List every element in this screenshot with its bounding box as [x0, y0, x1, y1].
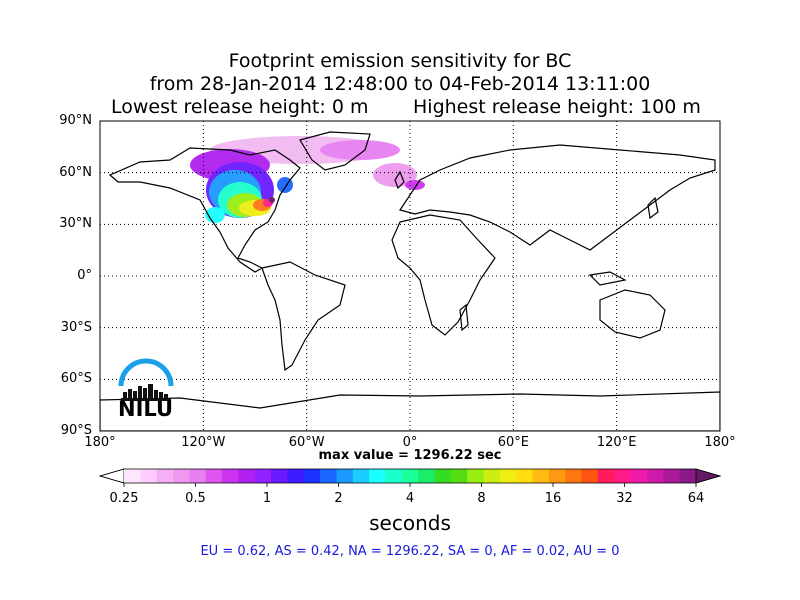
latitude-label: 60°S: [60, 371, 92, 387]
colorbar-label: seconds: [369, 511, 451, 535]
colorbar-cell: [205, 469, 223, 483]
colorbar-cell: [336, 469, 354, 483]
longitude-label: 180°: [84, 435, 116, 450]
colorbar-cell: [663, 469, 681, 483]
latitude-label: 90°N: [59, 113, 92, 128]
colorbar-tick-label: 8: [477, 491, 486, 506]
region-values: EU = 0.62, AS = 0.42, NA = 1296.22, SA =…: [200, 544, 620, 559]
chart-title: Footprint emission sensitivity for BC: [228, 50, 572, 72]
colorbar-cell: [614, 469, 632, 483]
colorbar-tick-label: 0.25: [109, 491, 139, 506]
nilu-logo: [118, 358, 174, 401]
colorbar-tick-label: 16: [544, 491, 562, 506]
colorbar-cell: [254, 469, 272, 483]
longitude-label: 60°E: [497, 435, 529, 450]
colorbar-cell: [287, 469, 305, 483]
colorbar-cell: [516, 469, 534, 483]
colorbar-cell: [467, 469, 485, 483]
colorbar-cell: [385, 469, 403, 483]
colorbar-cell: [369, 469, 386, 483]
coastlines: [100, 131, 720, 431]
colorbar-cell: [222, 469, 239, 483]
colorbar-cell: [238, 469, 256, 483]
colorbar-cell: [173, 469, 190, 483]
latitude-label: 30°N: [59, 216, 92, 232]
colorbar-tick-label: 4: [405, 491, 415, 506]
latitude-label: 30°S: [60, 319, 92, 335]
colorbar-cell: [401, 469, 419, 483]
colorbar-cell: [434, 469, 452, 483]
lowest-release-height: Lowest release height: 0 m: [111, 96, 369, 118]
footprint-plume: [190, 136, 425, 223]
highest-release-height: Highest release height: 100 m: [413, 96, 701, 118]
colorbar-cell: [532, 469, 550, 483]
colorbar-cell: [140, 469, 158, 483]
longitude-label: 120°E: [596, 435, 637, 450]
latitude-label: 60°N: [59, 164, 92, 180]
colorbar-min-extend: [98, 468, 125, 484]
colorbar-tick-label: 0.5: [185, 491, 206, 506]
colorbar-cell: [450, 469, 468, 483]
colorbar-cell: [646, 469, 664, 483]
longitude-label: 0°: [402, 435, 418, 450]
colorbar-cell: [303, 469, 321, 483]
colorbar-cell: [597, 469, 615, 483]
max-value-label: max value = 1296.22 sec: [318, 448, 502, 463]
colorbar-tick-label: 2: [334, 491, 343, 506]
logo-skyline: [121, 384, 171, 401]
colorbar-cell: [483, 469, 501, 483]
colorbar-cell: [124, 469, 141, 483]
colorbar-cell: [352, 469, 370, 483]
latitude-label: 90°S: [60, 423, 92, 438]
nilu-logo-text: NILU: [118, 397, 174, 421]
longitude-label: 120°W: [181, 435, 226, 450]
latitude-label: 0°: [77, 268, 92, 283]
colorbar-cell: [548, 469, 566, 483]
colorbar-cell: [271, 469, 288, 483]
colorbar-cell: [156, 469, 174, 483]
colorbar-cell: [320, 469, 337, 483]
colorbar-tick-label: 32: [616, 491, 633, 506]
colorbar-cell: [418, 469, 436, 483]
colorbar-cell: [189, 469, 207, 483]
map-gridlines: [100, 121, 720, 431]
colorbar-cell: [565, 469, 583, 483]
logo-arc: [118, 358, 174, 387]
colorbar-cell: [581, 469, 599, 483]
longitude-label: 180°: [704, 435, 736, 450]
colorbar-cell: [630, 469, 648, 483]
colorbar-tick-label: 64: [687, 491, 705, 506]
map-frame: [99, 120, 721, 432]
colorbar-cell: [679, 469, 697, 483]
longitude-label: 60°W: [288, 435, 325, 450]
colorbar-cell: [499, 469, 517, 483]
colorbar-tick-label: 1: [262, 491, 272, 506]
colorbar-cells: [98, 468, 722, 487]
colorbar-max-extend: [695, 468, 722, 484]
chart-subtitle-dates: from 28-Jan-2014 12:48:00 to 04-Feb-2014…: [149, 73, 651, 95]
